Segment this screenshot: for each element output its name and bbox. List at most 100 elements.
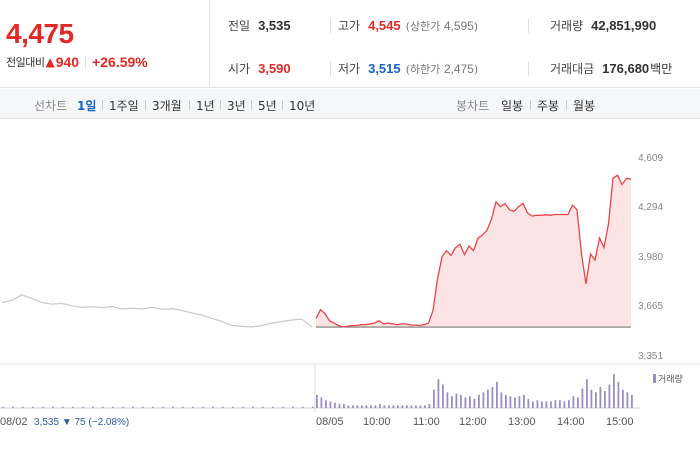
prev-day-series (1, 294, 313, 328)
change-row: 전일대비 ▲ 940 +26.59% (6, 54, 148, 70)
volume-bar (563, 401, 566, 408)
volume-bar (496, 381, 498, 408)
volume-bar (505, 394, 507, 408)
change-rate: +26.59% (92, 54, 148, 70)
chart-toolbar: 선차트 1일 1주일 3개월 1년 3년 5년 10년 봉차트 일봉 주봉 월봉 (0, 89, 700, 119)
x-tick: 14:00 (557, 416, 585, 428)
weekly-candle-button[interactable]: 주봉 (537, 99, 560, 113)
volume-bar (442, 384, 444, 408)
x-tick: 15:00 (606, 416, 634, 428)
divider (220, 100, 221, 110)
volume-bar (590, 389, 593, 408)
prev-close-value: 3,535 (258, 18, 291, 33)
x-tick: 10:00 (363, 416, 391, 428)
volume-bar (424, 405, 426, 408)
period-1w-button[interactable]: 1주일 (109, 99, 139, 113)
period-3y-button[interactable]: 3년 (227, 99, 246, 113)
trade-value-label: 거래대금 (550, 62, 595, 76)
prev-close-label: 전일 (228, 19, 251, 33)
volume-bar (608, 384, 611, 408)
change-value: 940 (55, 54, 80, 70)
daily-candle-button[interactable]: 일봉 (501, 99, 524, 113)
prev-day-info: 3,535 ▼ 75 (−2.08%) (34, 417, 129, 428)
price-chart-svg: 4,609 4,294 3,980 3,665 3,351 08/02 08/0… (0, 120, 700, 450)
volume-bar (374, 405, 377, 408)
stock-summary: 4,475 전일대비 ▲ 940 +26.59% 전일 3,535 고가 4,5… (0, 0, 700, 88)
volume-bar (581, 388, 584, 408)
volume-bar (302, 406, 304, 408)
prev-rate: (−2.08%) (88, 417, 129, 428)
period-1y-button[interactable]: 1년 (196, 99, 215, 113)
period-10y-button[interactable]: 10년 (289, 99, 316, 113)
upper-limit: (상한가 4,595) (405, 19, 479, 33)
volume-bar (491, 387, 494, 408)
volume-bar (455, 393, 458, 408)
divider (189, 100, 190, 110)
volume-bar (343, 404, 345, 408)
volume-legend-label: 거래량 (658, 373, 683, 385)
volume-stat: 거래량 42,851,990 (550, 17, 656, 34)
volume-bar (2, 406, 4, 408)
volume-bar (482, 392, 485, 408)
x-tick: 12:00 (459, 416, 487, 428)
volume-bar (338, 404, 341, 408)
volume-bar (446, 392, 449, 408)
volume-bar (182, 406, 184, 408)
period-1d-button[interactable]: 1일 (77, 99, 97, 113)
volume-bar (12, 406, 14, 408)
divider (85, 56, 87, 68)
trade-value-stat: 거래대금 176,680 백만 (550, 60, 672, 77)
open-stat: 시가 3,590 (228, 60, 291, 77)
volume-bar (202, 406, 204, 408)
low-label: 저가 (338, 62, 361, 76)
volume-bar (222, 406, 224, 408)
period-3m-button[interactable]: 3개월 (152, 99, 182, 113)
divider (530, 100, 531, 110)
x-tick: 11:00 (413, 416, 440, 428)
volume-bar (469, 396, 471, 408)
divider (145, 100, 146, 110)
monthly-candle-button[interactable]: 월봉 (573, 99, 596, 113)
divider (330, 19, 331, 33)
x-axis-labels: 08/02 08/05 10:00 11:00 12:00 13:00 14:0… (0, 416, 634, 428)
volume-bar (464, 397, 467, 408)
volume-bar (550, 401, 552, 408)
down-arrow-icon: ▼ (62, 417, 72, 428)
high-label: 고가 (338, 19, 361, 33)
trade-value-unit: 백만 (650, 62, 673, 76)
volume-bar (272, 406, 274, 408)
volume-bar (527, 398, 530, 408)
up-arrow-icon: ▲ (45, 55, 55, 69)
volume-bar (383, 405, 386, 408)
volume-bar (92, 406, 94, 408)
volume-bar (82, 406, 84, 408)
x-tick: 08/05 (316, 416, 344, 428)
volume-bar (312, 406, 314, 408)
volume-bar (282, 406, 284, 408)
volume-bar (554, 400, 557, 408)
period-5y-button[interactable]: 5년 (258, 99, 277, 113)
volume-bar (631, 394, 633, 408)
y-tick: 3,351 (638, 351, 663, 362)
volume-bar (142, 406, 144, 408)
lower-limit-value: 2,475 (443, 62, 474, 76)
volume-bar (568, 400, 570, 408)
price-chart[interactable]: 4,609 4,294 3,980 3,665 3,351 08/02 08/0… (0, 120, 700, 450)
volume-bar (586, 379, 588, 408)
volume-bar (604, 391, 606, 408)
volume-bar (392, 405, 395, 408)
volume-bar (334, 402, 336, 408)
volume-bar (347, 405, 350, 408)
low-stat: 저가 3,515 (하한가 2,475) (338, 60, 478, 77)
volume-bar (460, 394, 462, 408)
volume-bar (325, 400, 327, 408)
volume-bar (428, 404, 431, 408)
price-series (315, 174, 632, 328)
high-value: 4,545 (368, 18, 401, 33)
volume-bar (62, 406, 64, 408)
volume-bar (132, 406, 134, 408)
x-tick: 08/02 (0, 416, 28, 428)
volume-bar (437, 379, 440, 408)
candle-chart-label: 봉차트 (456, 99, 490, 113)
volume-bar (329, 401, 332, 408)
